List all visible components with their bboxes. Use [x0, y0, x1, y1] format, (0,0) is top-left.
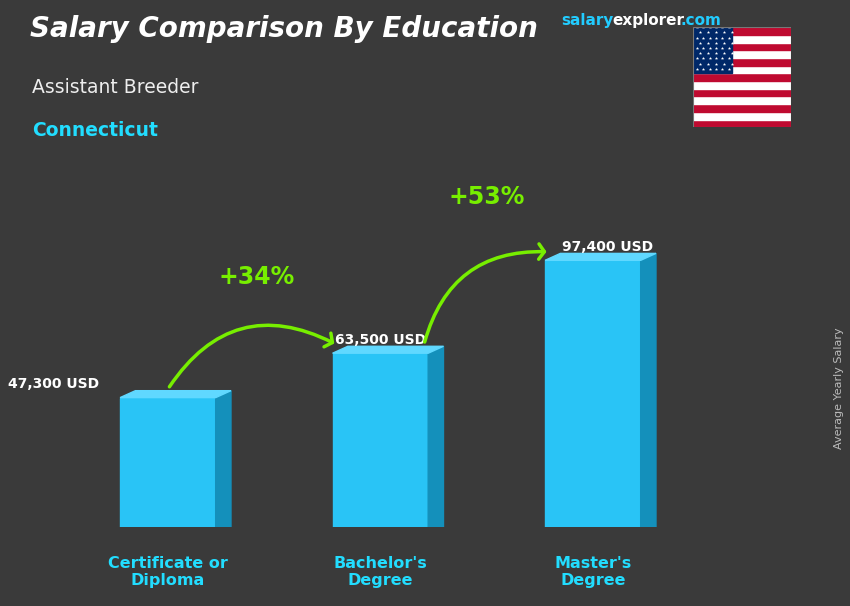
Bar [693, 112, 791, 119]
Bar [693, 96, 791, 104]
Bar [693, 27, 732, 73]
Bar [255, 121, 595, 485]
Bar [178, 94, 672, 512]
Text: 47,300 USD: 47,300 USD [8, 378, 99, 391]
Bar [693, 65, 791, 73]
Bar [298, 136, 552, 470]
Bar [693, 89, 791, 96]
Bar [693, 35, 791, 42]
Bar [408, 176, 442, 430]
Bar [416, 179, 434, 427]
Bar [348, 155, 502, 451]
Bar [264, 124, 586, 482]
Bar [153, 85, 697, 521]
Bar [289, 133, 561, 473]
Bar [391, 170, 459, 436]
Bar [102, 67, 748, 539]
Bar [306, 139, 544, 467]
Bar [323, 145, 527, 461]
Bar [332, 148, 518, 458]
Bar [136, 79, 714, 527]
Bar [693, 58, 791, 65]
Bar [120, 398, 216, 527]
Bar [693, 27, 791, 35]
Polygon shape [216, 391, 231, 527]
Bar [374, 164, 476, 442]
Polygon shape [120, 391, 231, 398]
Bar [144, 82, 705, 524]
Text: .com: .com [680, 13, 721, 28]
Bar [119, 73, 731, 533]
Bar [204, 103, 646, 503]
Bar [128, 76, 722, 530]
Bar [545, 261, 641, 527]
Bar [366, 161, 484, 445]
Bar [693, 50, 791, 58]
Bar [230, 112, 620, 494]
Text: Connecticut: Connecticut [32, 121, 158, 140]
Text: Master's
Degree: Master's Degree [554, 556, 632, 588]
Bar [246, 118, 604, 488]
Bar [212, 106, 638, 500]
Bar [357, 158, 493, 448]
Bar [693, 73, 791, 81]
Text: explorer: explorer [612, 13, 684, 28]
Bar [238, 115, 612, 491]
Bar [187, 97, 663, 509]
Text: Assistant Breeder: Assistant Breeder [32, 78, 199, 96]
Polygon shape [332, 346, 444, 353]
Bar [196, 100, 654, 506]
Bar [280, 130, 570, 476]
Text: +53%: +53% [449, 185, 524, 208]
Text: 97,400 USD: 97,400 USD [562, 240, 653, 254]
Bar [314, 142, 536, 464]
Bar [85, 61, 765, 545]
Bar [170, 91, 680, 515]
Text: salary: salary [561, 13, 614, 28]
Polygon shape [641, 253, 656, 527]
Polygon shape [545, 253, 656, 261]
Bar [221, 109, 629, 497]
Text: 63,500 USD: 63,500 USD [335, 333, 426, 347]
Bar [272, 127, 578, 479]
Text: Certificate or
Diploma: Certificate or Diploma [108, 556, 228, 588]
Bar [382, 167, 468, 439]
Bar [693, 42, 791, 50]
Text: Average Yearly Salary: Average Yearly Salary [834, 327, 844, 448]
Bar [162, 88, 689, 518]
Bar [340, 152, 510, 454]
Bar [110, 70, 740, 536]
Bar [693, 104, 791, 112]
Text: Salary Comparison By Education: Salary Comparison By Education [30, 15, 537, 43]
Text: +34%: +34% [219, 265, 295, 289]
Bar [94, 64, 756, 542]
Text: Bachelor's
Degree: Bachelor's Degree [333, 556, 428, 588]
Polygon shape [428, 346, 444, 527]
Bar [693, 119, 791, 127]
Bar [693, 81, 791, 89]
Bar [400, 173, 451, 433]
Bar [332, 353, 428, 527]
